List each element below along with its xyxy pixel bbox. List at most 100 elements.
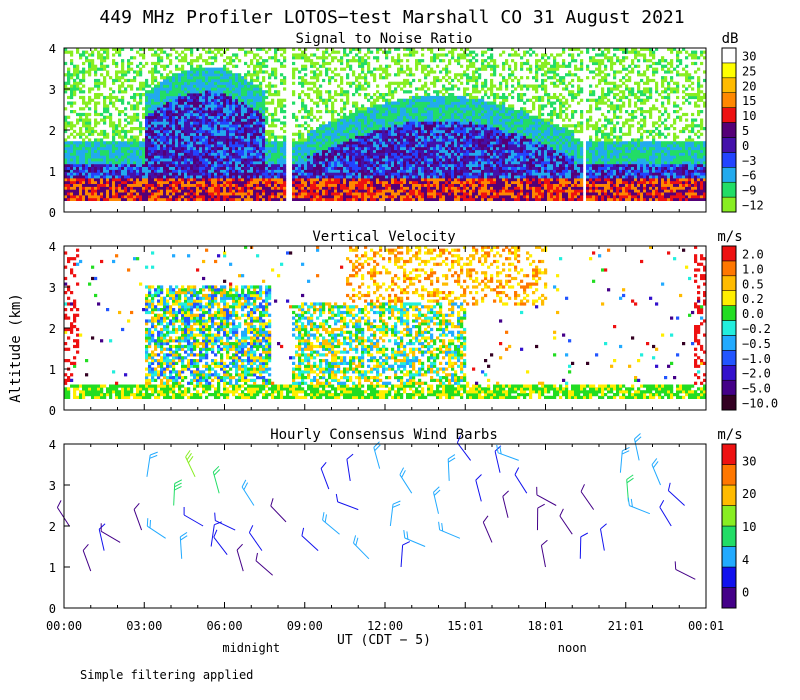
snr-cell — [130, 180, 134, 184]
snr-cell — [253, 84, 257, 88]
snr-cell — [208, 98, 212, 102]
snr-cell — [229, 110, 233, 114]
snr-cell — [160, 195, 164, 199]
snr-cell — [220, 144, 224, 148]
snr-cell — [130, 155, 134, 159]
snr-cell — [181, 183, 185, 187]
snr-cell — [64, 166, 68, 170]
snr-cell — [169, 61, 173, 66]
snr-cell — [349, 180, 353, 184]
snr-cell — [412, 163, 416, 167]
snr-cell — [331, 172, 335, 176]
snr-cell — [226, 135, 230, 139]
snr-cell — [94, 110, 98, 114]
snr-cell — [73, 197, 77, 201]
snr-cell — [274, 141, 278, 145]
snr-cell — [418, 152, 422, 156]
snr-cell — [73, 87, 77, 91]
snr-cell — [169, 169, 173, 173]
snr-cell — [343, 186, 347, 190]
snr-cell — [301, 169, 305, 173]
snr-cell — [151, 90, 155, 94]
snr-cell — [82, 138, 86, 142]
snr-cell — [97, 186, 101, 190]
snr-cell — [205, 121, 209, 125]
snr-cell — [370, 135, 374, 139]
snr-cell — [373, 78, 377, 83]
snr-cell — [76, 121, 80, 125]
snr-cell — [256, 146, 260, 151]
snr-cell — [211, 50, 215, 54]
snr-cell — [400, 59, 404, 63]
snr-cell — [226, 127, 230, 131]
snr-cell — [409, 146, 413, 151]
snr-cell — [73, 81, 77, 85]
snr-cell — [196, 192, 200, 196]
snr-cell — [352, 104, 356, 108]
snr-cell — [418, 178, 422, 182]
snr-cell — [154, 78, 158, 83]
snr-cell — [235, 169, 239, 173]
snr-cell — [88, 90, 92, 94]
snr-cell — [247, 135, 251, 139]
snr-cell — [160, 141, 164, 145]
snr-cell — [358, 192, 362, 196]
snr-cell — [328, 166, 332, 170]
snr-cell — [277, 118, 281, 122]
snr-cell — [157, 146, 161, 151]
snr-cell — [409, 124, 413, 128]
snr-cell — [175, 110, 179, 114]
snr-cell — [358, 141, 362, 145]
snr-cell — [310, 61, 314, 66]
snr-cell — [337, 127, 341, 131]
snr-cell — [82, 180, 86, 184]
snr-cell — [361, 146, 365, 151]
snr-cell — [391, 141, 395, 145]
snr-cell — [256, 152, 260, 156]
snr-cell — [223, 64, 227, 68]
snr-cell — [145, 118, 149, 122]
snr-cell — [118, 146, 122, 151]
snr-cell — [103, 107, 107, 111]
snr-cell — [403, 118, 407, 122]
snr-cell — [151, 189, 155, 193]
snr-cell — [88, 152, 92, 156]
snr-cell — [373, 197, 377, 201]
snr-cell — [331, 163, 335, 167]
snr-cell — [136, 197, 140, 201]
snr-cell — [358, 163, 362, 167]
snr-cell — [238, 110, 242, 114]
snr-cell — [355, 101, 359, 105]
snr-cell — [244, 178, 248, 182]
snr-cell — [325, 124, 329, 128]
snr-cell — [343, 132, 347, 136]
snr-cell — [121, 67, 125, 71]
snr-cell — [307, 163, 311, 167]
snr-cell — [151, 121, 155, 125]
snr-cell — [232, 90, 236, 94]
snr-cell — [346, 90, 350, 94]
snr-cell — [88, 195, 92, 199]
snr-cell — [94, 146, 98, 151]
snr-cell — [385, 73, 389, 77]
snr-cell — [244, 98, 248, 102]
snr-cell — [193, 67, 197, 71]
snr-cell — [334, 183, 338, 187]
snr-cell — [157, 70, 161, 74]
snr-cell — [76, 146, 80, 151]
snr-cell — [97, 169, 101, 173]
snr-cell — [406, 98, 410, 102]
snr-cell — [328, 186, 332, 190]
snr-cell — [115, 95, 119, 100]
snr-cell — [412, 152, 416, 156]
snr-cell — [220, 166, 224, 170]
snr-cell — [151, 135, 155, 139]
snr-cell — [148, 101, 152, 105]
snr-cell — [298, 95, 302, 100]
snr-cell — [220, 169, 224, 173]
snr-cell — [385, 127, 389, 131]
snr-cell — [139, 124, 143, 128]
snr-cell — [406, 110, 410, 114]
snr-cell — [220, 135, 224, 139]
snr-cell — [106, 175, 110, 179]
